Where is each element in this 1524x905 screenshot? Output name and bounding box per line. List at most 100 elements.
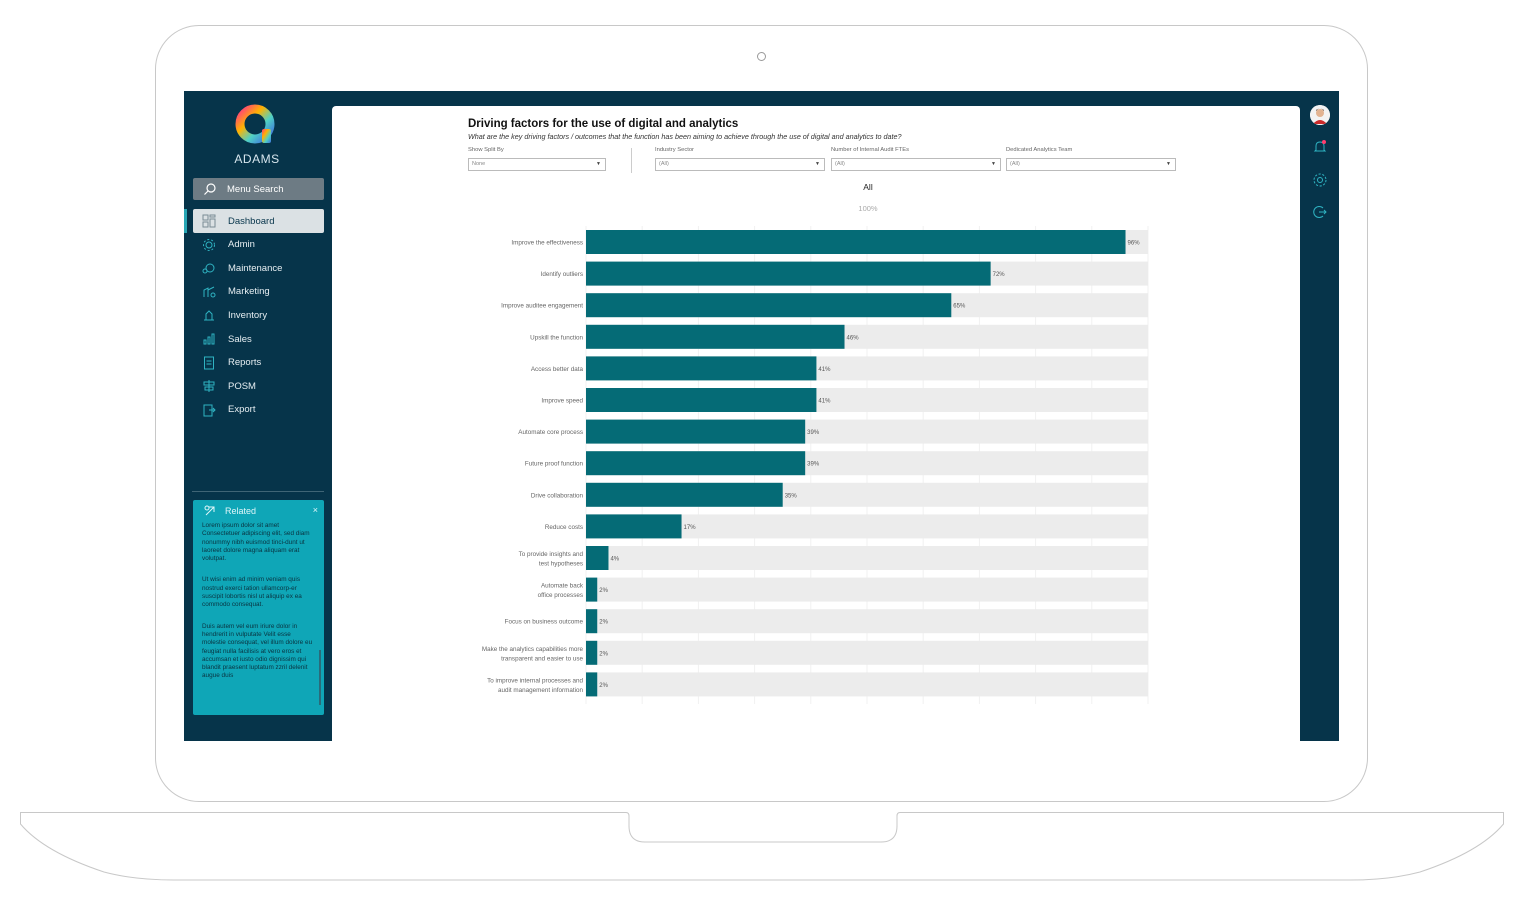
bar-value-label: 2%	[599, 588, 608, 594]
category-label: Improve auditee engagement	[501, 303, 583, 310]
sidebar-item-sales[interactable]: Sales	[184, 327, 332, 351]
chevron-down-icon: ▼	[596, 161, 601, 167]
sidebar-item-posm[interactable]: POSM	[184, 375, 332, 399]
related-body: Lorem ipsum dolor sit amet Consectetuer …	[193, 522, 324, 681]
chevron-down-icon: ▼	[815, 161, 820, 167]
sidebar-item-label: Export	[228, 404, 256, 416]
bar	[586, 451, 806, 476]
brand-name: ADAMS	[234, 152, 280, 166]
dashboard-icon	[202, 214, 216, 228]
sidebar: ADAMS Menu Search Dashboard Admin Mainte…	[184, 91, 332, 741]
filter-analytics-team-select[interactable]: (All) ▼	[1006, 158, 1176, 171]
chart-column-total: 100%	[858, 204, 878, 213]
filter-split-by-select[interactable]: None ▼	[468, 158, 606, 171]
settings-gear-icon[interactable]	[1312, 172, 1328, 188]
sidebar-item-admin[interactable]: Admin	[184, 233, 332, 257]
menu-search-button[interactable]: Menu Search	[193, 178, 324, 200]
category-label: Make the analytics capabilities more tran…	[482, 646, 584, 663]
filter-ftes-select[interactable]: (All) ▼	[831, 158, 1001, 171]
sidebar-item-export[interactable]: Export	[184, 398, 332, 422]
dashboard-panel: Driving factors for the use of digital a…	[332, 106, 1300, 741]
bar	[586, 261, 991, 286]
bar	[586, 419, 806, 444]
avatar[interactable]	[1310, 105, 1330, 125]
bar-value-label: 17%	[684, 525, 697, 531]
bar-track	[586, 546, 1148, 570]
bar-value-label: 96%	[1128, 241, 1141, 247]
filter-label-analytics-team: Dedicated Analytics Team	[1006, 147, 1073, 153]
bar	[586, 577, 598, 602]
bar-track	[586, 640, 1148, 665]
filter-value: (All)	[835, 161, 845, 167]
category-label: Improve speed	[541, 398, 583, 405]
bar-value-label: 65%	[953, 304, 966, 310]
close-icon[interactable]: ×	[312, 505, 318, 515]
page-subtitle: What are the key driving factors / outco…	[468, 132, 902, 141]
bar-value-label: 41%	[818, 367, 831, 373]
related-paragraph: Duis autem vel eum iriure dolor in hendr…	[202, 622, 313, 680]
filter-value: (All)	[1010, 161, 1020, 167]
reports-icon	[204, 356, 214, 370]
notification-bell-icon[interactable]	[1312, 139, 1328, 155]
related-title: Related	[225, 506, 257, 516]
sidebar-item-dashboard[interactable]: Dashboard	[184, 209, 324, 233]
bar-value-label: 39%	[807, 430, 820, 436]
bar-value-label: 35%	[785, 493, 798, 499]
bar-value-label: 46%	[847, 335, 860, 341]
bar-track	[586, 672, 1148, 697]
bar-value-label: 41%	[818, 399, 831, 405]
bar-value-label: 2%	[599, 620, 608, 626]
category-label: Automate back office processes	[538, 583, 584, 600]
bar	[586, 609, 598, 634]
chart-column-header: All	[863, 182, 873, 192]
app-screen: ADAMS Menu Search Dashboard Admin Mainte…	[184, 91, 1339, 741]
related-header: Related	[193, 500, 324, 522]
sidebar-item-maintenance[interactable]: Maintenance	[184, 257, 332, 281]
sidebar-item-label: Inventory	[228, 310, 268, 322]
filter-industry-select[interactable]: (All) ▼	[655, 158, 825, 171]
admin-gear-icon	[203, 238, 215, 251]
related-paragraph: Lorem ipsum dolor sit amet Consectetuer …	[202, 522, 310, 563]
sidebar-menu: Dashboard Admin Maintenance Marketing In…	[184, 209, 332, 422]
category-label: Focus on business outcome	[505, 619, 584, 626]
marketing-icon	[203, 286, 216, 298]
user-avatar-icon	[1310, 105, 1330, 125]
bar-track	[586, 577, 1148, 602]
bar-chart: 96% Improve the effectiveness 72% Identify …	[482, 226, 1149, 704]
related-scrollbar[interactable]	[319, 650, 321, 705]
sidebar-item-label: POSM	[228, 380, 256, 392]
bar-value-label: 39%	[807, 462, 820, 468]
sidebar-item-reports[interactable]: Reports	[184, 351, 332, 375]
related-paragraph: Ut wisi enim ad minim veniam quis nostru…	[202, 576, 302, 609]
bar	[586, 672, 598, 697]
camera-icon	[757, 52, 766, 61]
bar	[586, 230, 1126, 254]
sidebar-item-label: Dashboard	[228, 215, 275, 227]
page-title: Driving factors for the use of digital a…	[468, 118, 739, 130]
chevron-down-icon: ▼	[1166, 161, 1171, 167]
sidebar-item-label: Admin	[228, 239, 255, 251]
sidebar-item-label: Sales	[228, 333, 252, 345]
sidebar-item-inventory[interactable]: Inventory	[184, 304, 332, 328]
filter-label-split-by: Show Split By	[468, 147, 504, 153]
inventory-icon	[204, 309, 214, 321]
bar	[586, 482, 783, 507]
search-icon	[204, 183, 216, 195]
adams-logo-icon	[235, 104, 275, 144]
category-label: Improve the effectiveness	[511, 240, 583, 247]
bar	[586, 388, 817, 412]
bar	[586, 324, 845, 349]
maintenance-icon	[202, 263, 215, 274]
sidebar-item-marketing[interactable]: Marketing	[184, 280, 332, 304]
posm-icon	[203, 380, 215, 393]
bar	[586, 356, 817, 381]
bar	[586, 293, 952, 318]
category-label: Reduce costs	[545, 524, 583, 531]
related-panel: Related × Lorem ipsum dolor sit amet Con…	[193, 500, 324, 715]
filter-separator	[631, 148, 632, 173]
bar-track	[586, 609, 1148, 634]
sidebar-divider	[192, 491, 324, 492]
filter-label-industry: Industry Sector	[655, 147, 694, 153]
logout-icon[interactable]	[1312, 204, 1328, 220]
category-label: Access better data	[531, 366, 584, 373]
